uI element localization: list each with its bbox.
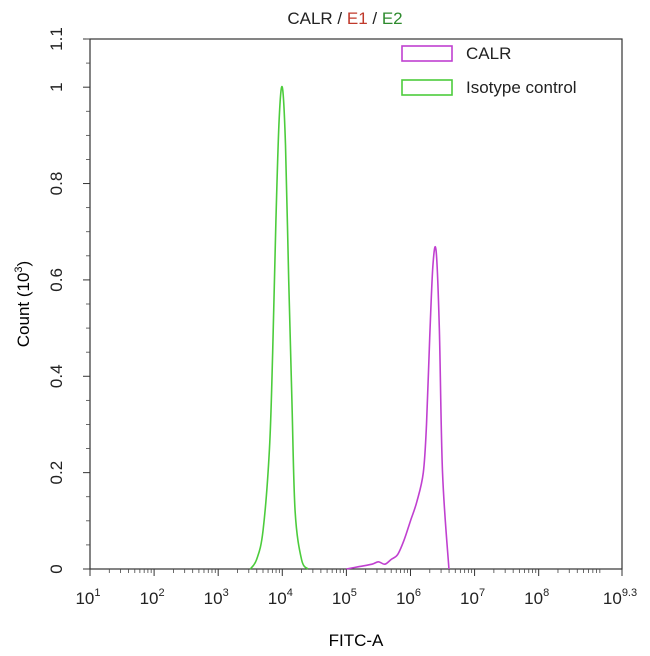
axis-ticks: 101 102 103 104 105 106 107 108 109.3 0 0.2 0.4 0.6 0… (47, 27, 637, 608)
title-part-3: / (368, 9, 382, 28)
y-label-exponent: 3 (13, 266, 25, 272)
legend-swatch (401, 79, 453, 96)
y-label-text: Count (10 (14, 273, 33, 348)
x-tick-label: 104 (268, 587, 293, 608)
y-tick-label: 0.8 (47, 172, 66, 196)
plot-frame (89, 38, 623, 570)
x-tick-label: 109.3 (603, 587, 637, 608)
y-tick-label: 0.4 (47, 364, 66, 388)
y-tick-label: 0.2 (47, 461, 66, 485)
legend-label: Isotype control (466, 78, 577, 97)
title-part-4: E2 (382, 9, 403, 28)
x-tick-label: 103 (204, 587, 229, 608)
title-part-2: E1 (347, 9, 368, 28)
y-tick-label: 1.1 (47, 27, 66, 51)
x-tick-label: 106 (396, 587, 421, 608)
series-layer (249, 85, 450, 570)
y-tick-label: 0.6 (47, 268, 66, 292)
x-tick-label: 102 (140, 587, 165, 608)
series-line-0 (346, 246, 450, 570)
y-tick-label: 0 (47, 564, 66, 573)
x-tick-label: 108 (524, 587, 549, 608)
x-tick-label: 101 (75, 587, 100, 608)
title-part-1: / (333, 9, 347, 28)
title-part-0: CALR (287, 9, 332, 28)
y-label-end: ) (14, 261, 33, 267)
x-tick-label: 105 (332, 587, 357, 608)
x-axis-label: FITC-A (329, 631, 384, 650)
legend: CALR Isotype control (401, 44, 577, 97)
y-tick-label: 1 (47, 82, 66, 91)
y-axis-label: Count (103) (13, 261, 33, 347)
legend-swatch (401, 45, 453, 62)
x-tick-label: 107 (460, 587, 485, 608)
series-line-1 (249, 85, 309, 570)
chart-title: CALR / E1 / E2 (287, 9, 402, 28)
legend-label: CALR (466, 44, 511, 63)
